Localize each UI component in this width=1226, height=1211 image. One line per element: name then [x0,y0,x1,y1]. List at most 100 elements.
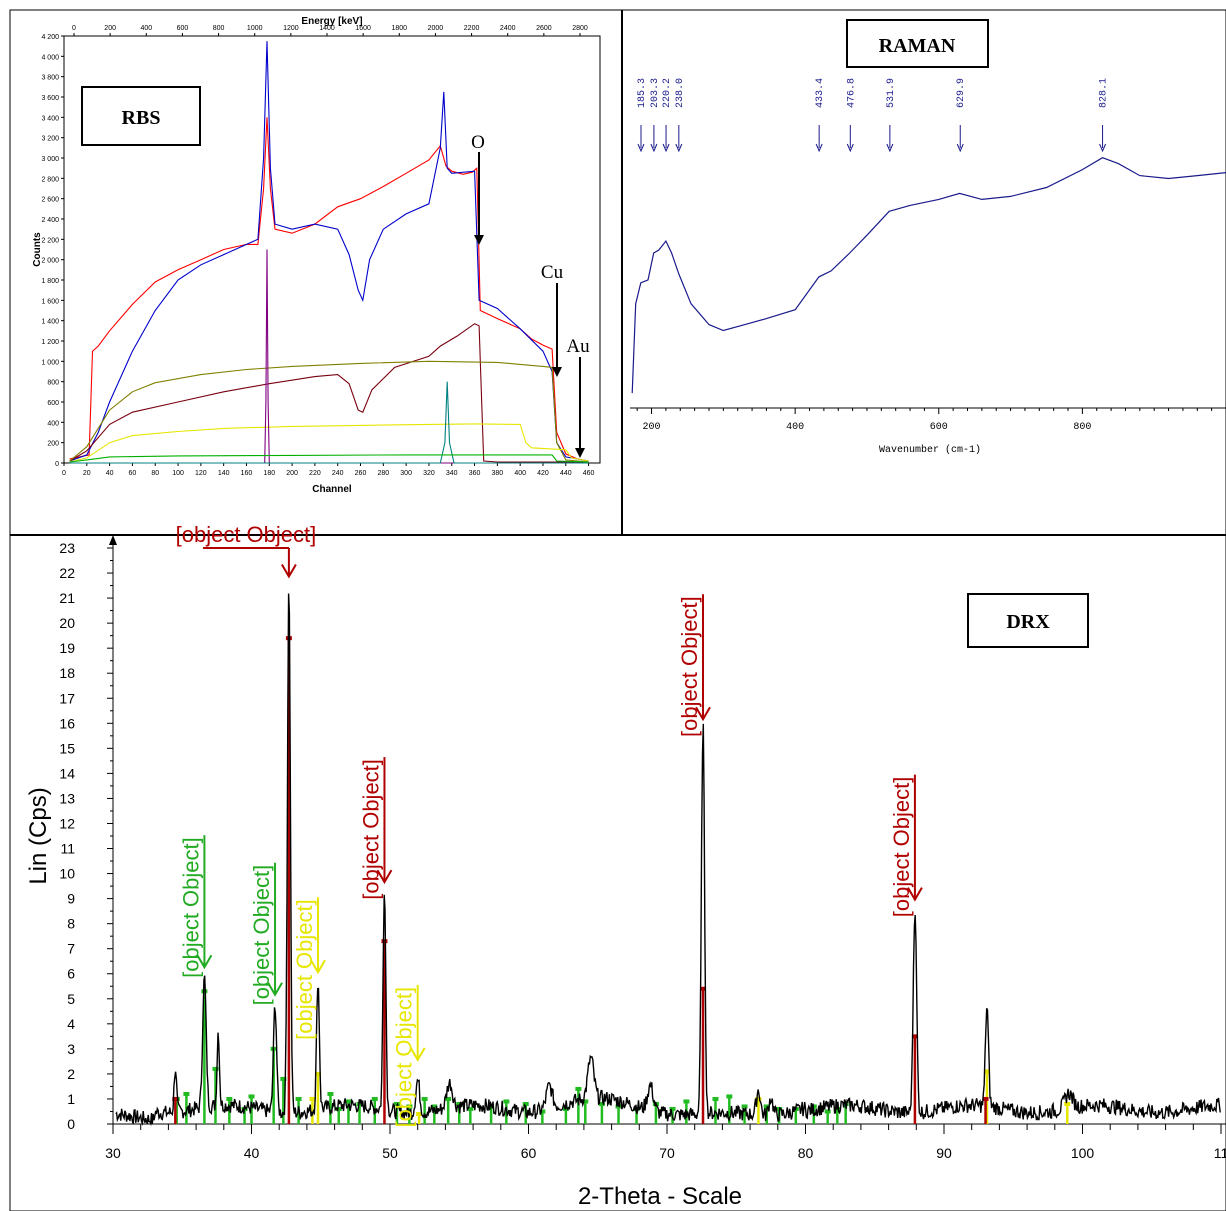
rbs-energy-tick-label: 2200 [464,25,480,32]
drx-stick-malachite-cap [201,989,208,994]
drx-annotation-arrowhead [409,1047,426,1062]
raman-spectrum-line [631,157,1226,394]
rbs-y-tick-label: 4 200 [41,34,59,41]
drx-title-box [967,593,1089,648]
raman-peak-arrowhead [675,143,683,153]
rbs-x-tick-label: 460 [583,470,595,477]
drx-annotation-arrowhead [695,706,711,722]
drx-stick-malachite-cap [345,1099,352,1104]
rbs-x-tick-label: 200 [286,470,298,477]
drx-stick-malachite-cap [503,1099,510,1104]
rbs-y-tick-label: 1 400 [41,319,59,326]
raman-peak-label: 629.9 [956,78,967,108]
raman-x-tick-label: 200 [643,422,661,433]
rbs-element-label: Au [566,336,590,357]
rbs-energy-tick-label: 2400 [500,25,516,32]
rbs-y-tick-label: 2 800 [41,176,59,183]
drx-y-tick-label: 3 [67,1041,75,1057]
raman-peak-arrowhead [886,143,894,153]
drx-stick-or-cap [1064,1101,1071,1106]
drx-stick-malachite-cap [467,1106,474,1111]
rbs-y-tick-label: 1 800 [41,278,59,285]
rbs-x-tick-label: 80 [151,470,159,477]
rbs-y-tick-label: 3 400 [41,115,59,122]
drx-y-tick-label: 15 [59,740,75,756]
rbs-y-tick-label: 3 200 [41,136,59,143]
drx-stick-malachite-cap [295,1096,302,1101]
rbs-x-tick-label: 140 [218,470,230,477]
rbs-energy-tick-label: 2800 [572,25,588,32]
rbs-x-tick-label: 120 [195,470,207,477]
raman-peak-label: 185.3 [637,78,648,108]
rbs-energy-tick-label: 1800 [391,25,407,32]
rbs-energy-tick-label: 800 [213,25,225,32]
rbs-x-tick-label: 380 [492,470,504,477]
drx-pattern-line [115,593,1221,1127]
raman-peak-arrowhead [846,143,854,153]
drx-stick-malachite-cap [598,1101,605,1106]
drx-y-tick-label: 17 [59,690,75,706]
drx-x-tick-label: 90 [936,1145,952,1161]
drx-x-tick-label: 30 [105,1145,121,1161]
rbs-energy-tick-label: 1000 [247,25,263,32]
drx-y-tick-label: 8 [67,916,75,932]
drx-stick-malachite-cap [335,1106,342,1111]
rbs-energy-tick-label: 1600 [355,25,371,32]
raman-peak-arrowhead [956,143,964,153]
drx-stick-malachite-cap [421,1096,428,1101]
drx-annotation-label: [object Object] [392,987,417,1128]
drx-stick-cuprite-cap [381,939,388,944]
rbs-y-tick-label: 2 000 [41,258,59,265]
raman-x-tick-label: 800 [1073,422,1091,433]
drx-x-tick-label: 70 [659,1145,675,1161]
drx-stick-malachite-cap [226,1096,233,1101]
rbs-energy-tick-label: 400 [140,25,152,32]
rbs-energy-tick-label: 200 [104,25,116,32]
raman-peak-arrowhead [637,143,645,153]
rbs-y-tick-label: 2 400 [41,217,59,224]
drx-title: DRX [1006,611,1050,633]
rbs-element-label: Cu [541,262,564,283]
rbs-y-tick-label: 1 200 [41,339,59,346]
drx-y-tick-label: 7 [67,941,75,957]
rbs-y-tick-label: 4 000 [41,54,59,61]
rbs-energy-tick-label: 1200 [283,25,299,32]
rbs-y-tick-label: 1 000 [41,359,59,366]
drx-annotation-arrowhead [267,982,283,997]
rbs-y-axis-label: Counts [32,232,43,267]
drx-stick-malachite-cap [582,1099,589,1104]
rbs-x-tick-label: 260 [355,470,367,477]
drx-y-tick-label: 1 [67,1091,75,1107]
raman-peak-label: 531.9 [886,78,897,108]
raman-peak-arrowhead [1099,143,1107,153]
drx-stick-malachite-cap [539,1109,546,1114]
rbs-x-tick-label: 420 [537,470,549,477]
drx-annotation-label: [object Object] [292,899,317,1040]
drx-y-tick-label: 14 [59,765,75,781]
drx-stick-cuprite-cap [700,986,707,991]
rbs-energy-tick-label: 2600 [536,25,552,32]
drx-y-tick-label: 6 [67,966,75,982]
drx-annotation-arrowhead [907,887,923,902]
rbs-energy-tick-label: 1400 [319,25,335,32]
drx-stick-malachite-cap [212,1066,219,1071]
rbs-element-arrowhead [552,367,562,377]
drx-x-tick-label: 60 [521,1145,537,1161]
raman-peak-label: 476.8 [846,78,857,108]
outer-frame [9,9,1226,1211]
raman-peak-label: 828.1 [1099,78,1110,108]
drx-stick-cuprite-cap [911,1034,918,1039]
drx-panel: 0123456789101112131415161718192021222330… [25,522,1226,1210]
drx-stick-cuprite-cap [172,1096,179,1101]
rbs-y-tick-label: 2 200 [41,237,59,244]
rbs-y-tick-label: 200 [47,441,59,448]
drx-stick-or-cap [755,1096,762,1101]
rbs-label-box [81,86,201,146]
drx-y-tick-label: 12 [59,815,75,831]
drx-x-tick-label: 40 [244,1145,260,1161]
rbs-x-tick-label: 360 [469,470,481,477]
drx-y-tick-label: 11 [60,841,75,857]
drx-x-axis-label: 2-Theta - Scale [578,1183,742,1210]
drx-stick-malachite-cap [327,1091,334,1096]
